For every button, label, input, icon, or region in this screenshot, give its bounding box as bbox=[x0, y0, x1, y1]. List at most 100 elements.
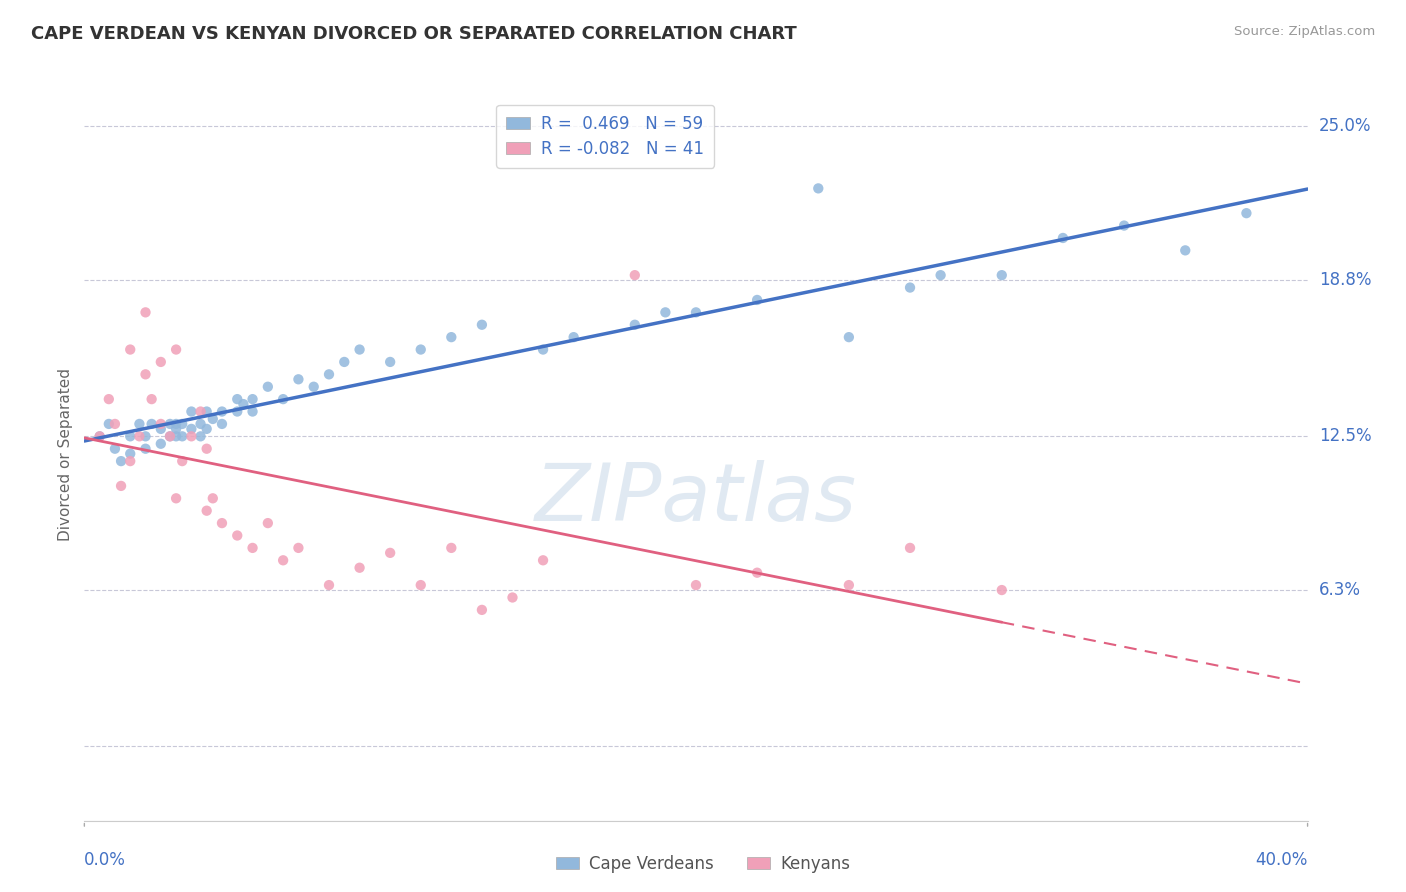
Point bbox=[226, 392, 249, 406]
Point bbox=[1236, 206, 1258, 220]
Text: ZIPatlas: ZIPatlas bbox=[534, 459, 858, 538]
Text: 18.8%: 18.8% bbox=[1319, 271, 1371, 289]
Point bbox=[120, 429, 142, 443]
Point bbox=[195, 442, 218, 456]
Point bbox=[89, 429, 111, 443]
Point bbox=[531, 343, 554, 357]
Point bbox=[531, 553, 554, 567]
Point bbox=[1174, 244, 1197, 258]
Point bbox=[180, 404, 202, 418]
Point bbox=[211, 404, 233, 418]
Point bbox=[104, 442, 127, 456]
Point bbox=[1052, 231, 1074, 245]
Point bbox=[471, 603, 494, 617]
Point bbox=[257, 516, 280, 530]
Point bbox=[97, 392, 120, 406]
Point bbox=[141, 417, 163, 431]
Point bbox=[747, 566, 769, 580]
Point bbox=[271, 392, 294, 406]
Point bbox=[120, 447, 142, 461]
Point bbox=[211, 417, 233, 431]
Point bbox=[165, 417, 187, 431]
Point bbox=[898, 541, 921, 555]
Point bbox=[318, 578, 340, 592]
Point bbox=[271, 553, 294, 567]
Point bbox=[287, 541, 309, 555]
Point bbox=[180, 422, 202, 436]
Text: Source: ZipAtlas.com: Source: ZipAtlas.com bbox=[1234, 25, 1375, 38]
Point bbox=[159, 417, 181, 431]
Point bbox=[128, 429, 150, 443]
Point bbox=[159, 429, 181, 443]
Legend: Cape Verdeans, Kenyans: Cape Verdeans, Kenyans bbox=[548, 848, 858, 880]
Point bbox=[120, 343, 142, 357]
Point bbox=[201, 491, 224, 506]
Point bbox=[624, 268, 647, 282]
Point bbox=[165, 491, 187, 506]
Point bbox=[159, 429, 181, 443]
Point bbox=[440, 541, 463, 555]
Point bbox=[195, 504, 218, 518]
Point bbox=[1114, 219, 1136, 233]
Point bbox=[165, 422, 187, 436]
Point bbox=[226, 404, 249, 418]
Point bbox=[302, 380, 325, 394]
Point bbox=[409, 578, 432, 592]
Point bbox=[110, 454, 132, 468]
Point bbox=[929, 268, 952, 282]
Point bbox=[135, 368, 157, 382]
Point bbox=[195, 404, 218, 418]
Point bbox=[172, 429, 194, 443]
Point bbox=[747, 293, 769, 307]
Point bbox=[110, 479, 132, 493]
Point bbox=[991, 268, 1014, 282]
Point bbox=[242, 404, 264, 418]
Y-axis label: Divorced or Separated: Divorced or Separated bbox=[58, 368, 73, 541]
Point bbox=[898, 280, 921, 294]
Point bbox=[165, 429, 187, 443]
Point bbox=[409, 343, 432, 357]
Point bbox=[838, 330, 860, 344]
Text: CAPE VERDEAN VS KENYAN DIVORCED OR SEPARATED CORRELATION CHART: CAPE VERDEAN VS KENYAN DIVORCED OR SEPAR… bbox=[31, 25, 797, 43]
Point bbox=[838, 578, 860, 592]
Point bbox=[135, 305, 157, 319]
Point bbox=[89, 429, 111, 443]
Point bbox=[562, 330, 585, 344]
Point bbox=[242, 541, 264, 555]
Text: 40.0%: 40.0% bbox=[1256, 851, 1308, 869]
Point bbox=[349, 343, 371, 357]
Point bbox=[226, 528, 249, 542]
Point bbox=[685, 305, 707, 319]
Point bbox=[502, 591, 524, 605]
Point bbox=[211, 516, 233, 530]
Point bbox=[201, 412, 224, 426]
Point bbox=[190, 404, 212, 418]
Point bbox=[232, 397, 254, 411]
Point bbox=[120, 454, 142, 468]
Text: 25.0%: 25.0% bbox=[1319, 118, 1371, 136]
Point bbox=[141, 392, 163, 406]
Point bbox=[172, 417, 194, 431]
Point bbox=[190, 417, 212, 431]
Text: 6.3%: 6.3% bbox=[1319, 581, 1361, 599]
Point bbox=[257, 380, 280, 394]
Point bbox=[624, 318, 647, 332]
Point bbox=[149, 355, 172, 369]
Point bbox=[333, 355, 356, 369]
Point bbox=[349, 560, 371, 574]
Point bbox=[149, 417, 172, 431]
Point bbox=[242, 392, 264, 406]
Point bbox=[471, 318, 494, 332]
Point bbox=[195, 422, 218, 436]
Point bbox=[318, 368, 340, 382]
Point bbox=[180, 429, 202, 443]
Point bbox=[991, 582, 1014, 597]
Text: 0.0%: 0.0% bbox=[84, 851, 127, 869]
Point bbox=[149, 422, 172, 436]
Point bbox=[380, 355, 402, 369]
Point bbox=[685, 578, 707, 592]
Point bbox=[287, 372, 309, 386]
Point bbox=[807, 181, 830, 195]
Point bbox=[135, 429, 157, 443]
Point bbox=[380, 546, 402, 560]
